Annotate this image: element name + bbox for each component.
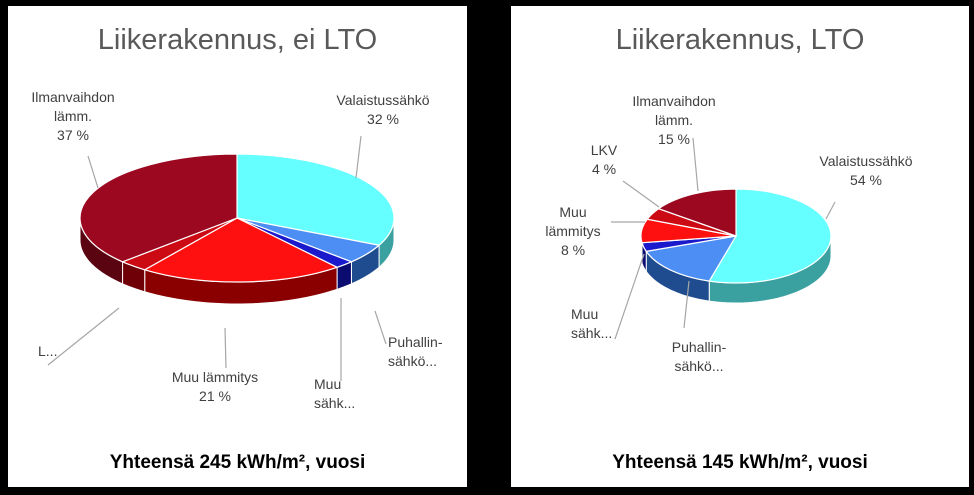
pie-slice-valaistussahko xyxy=(236,153,395,246)
leader-line-valaistussahko xyxy=(825,201,836,220)
chart-panel-lto: Liikerakennus, LTO Valaistussähkö 54 % Puh… xyxy=(511,6,969,487)
chart-panel-ei-lto: Liikerakennus, ei LTO Valaistussähkö 32 %… xyxy=(8,6,467,487)
pie-labels: Valaistussähkö 54 % Puhallin-sähkö... Muu sä… xyxy=(545,93,912,374)
data-label-muu-lammitys: Muu lämmitys 8 % xyxy=(545,204,600,258)
data-label-puhallinsahko: Puhallin-sähkö... xyxy=(672,339,727,374)
pie-top-layer xyxy=(640,188,832,284)
data-label-valaistussahko: Valaistussähkö 54 % xyxy=(819,153,912,188)
pie-top-layer xyxy=(79,153,395,283)
leader-line-muu-lammitys xyxy=(224,327,227,369)
leader-line-muu-sahko xyxy=(614,253,645,340)
data-label-muu-lammitys: Muu lämmitys 21 % xyxy=(172,369,258,404)
data-label-ilmanvaihdon-lamm: Ilmanvaihdon lämm. 15 % xyxy=(632,93,715,147)
data-label-lkv: LKV 4 % xyxy=(591,142,618,177)
data-label-muu-sahko: Muu sähk... xyxy=(314,376,355,411)
data-label-puhallinsahko: Puhallin-sähkö... xyxy=(388,334,443,369)
chart-total: Yhteensä 145 kWh/m², vuosi xyxy=(612,452,868,473)
data-label-ilmanvaihdon-lamm: Ilmanvaihdon lämm. 37 % xyxy=(31,89,114,143)
data-label-lkv: L... xyxy=(38,343,57,359)
leader-line-lkv xyxy=(47,307,120,366)
leader-line-puhallinsahko xyxy=(374,310,387,345)
leader-line-lkv xyxy=(622,180,660,208)
pie-slice-ilmanvaihdon-lamm xyxy=(79,153,238,263)
chart-total: Yhteensä 245 kWh/m², vuosi xyxy=(109,452,366,473)
pie-slice-valaistussahko xyxy=(708,188,832,284)
pie-slice-ilmanvaihdon-lamm xyxy=(657,188,737,237)
data-label-valaistussahko: Valaistussähkö 32 % xyxy=(336,92,429,127)
leader-line-ilmanvaihdon-lamm xyxy=(87,155,99,189)
pie-slice-puhallinsahko xyxy=(645,235,738,282)
chart-title: Liikerakennus, ei LTO xyxy=(97,24,378,56)
pie-chart-ei-lto: Valaistussähkö 32 % Puhallin-sähkö... Muu sä… xyxy=(31,89,442,411)
leader-line-valaistussahko xyxy=(355,135,362,179)
pie-slice-muu-lammitys xyxy=(143,217,339,283)
pie-labels: Valaistussähkö 32 % Puhallin-sähkö... Muu sä… xyxy=(31,89,442,411)
leader-line-ilmanvaihdon-lamm xyxy=(692,137,699,192)
data-label-muu-sahko: Muu sähk... xyxy=(571,306,612,341)
pie-side-layer xyxy=(79,217,395,305)
chart-title: Liikerakennus, LTO xyxy=(615,24,865,56)
pie-chart-lto: Valaistussähkö 54 % Puhallin-sähkö... Muu sä… xyxy=(545,93,912,374)
leader-line-puhallinsahko xyxy=(683,280,690,329)
